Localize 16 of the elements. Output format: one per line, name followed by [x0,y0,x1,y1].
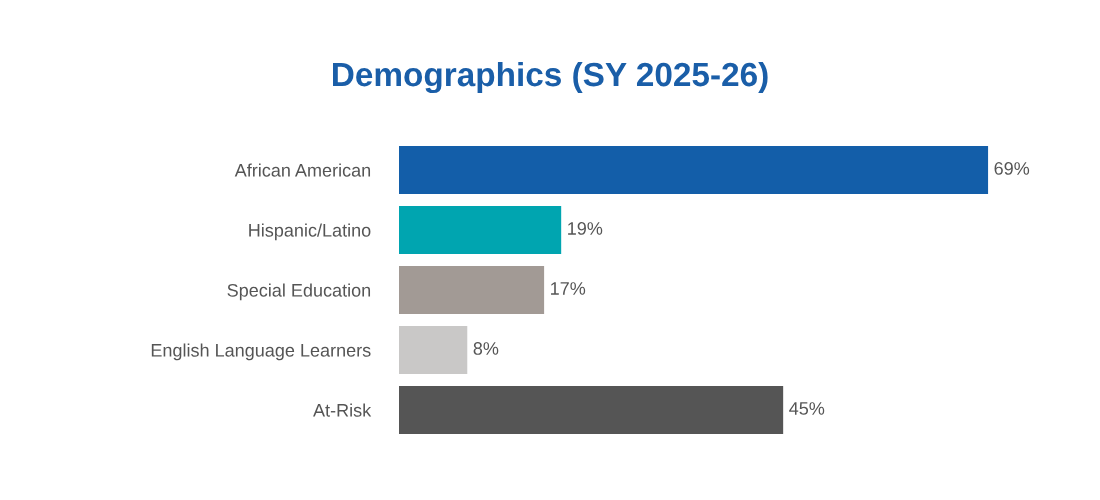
data-label: 19% [568,222,603,235]
y-tick-label: African American [234,163,371,177]
bar [398,326,468,374]
bar [398,386,784,434]
y-tick-label: English Language Learners [151,343,371,361]
data-label: 17% [551,282,586,295]
y-tick-label: At-Risk [313,403,372,417]
data-label: 8% [473,342,499,355]
bar [398,266,545,314]
y-tick-label: Hispanic/Latino [249,223,371,241]
data-label: 69% [994,162,1030,175]
bar [398,206,562,254]
data-label: 45% [789,402,825,415]
y-tick-label: Special Education [227,283,371,301]
bar [398,146,989,194]
chart-title: Demographics (SY 2025-26) [333,61,768,94]
